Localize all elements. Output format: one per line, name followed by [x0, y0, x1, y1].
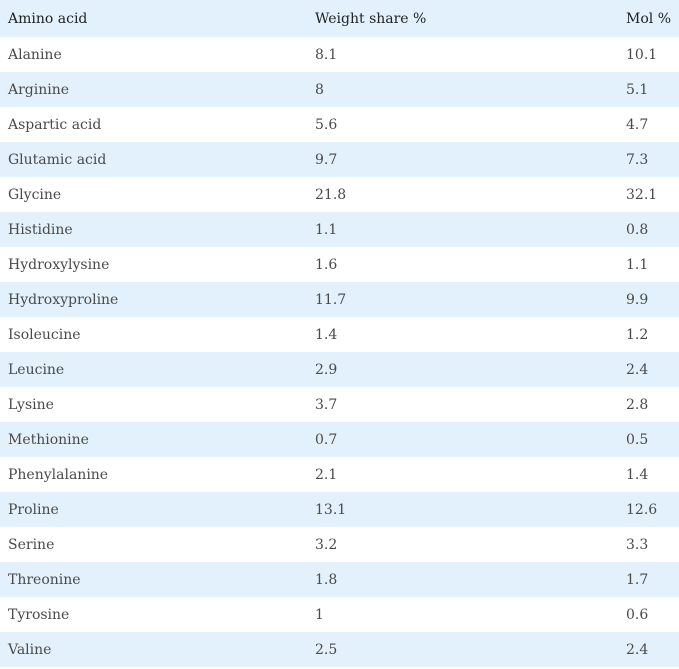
cell-mol-percent: 2.8 — [618, 387, 679, 422]
cell-amino-acid: Phenylalanine — [0, 457, 307, 492]
cell-weight-share: 2.1 — [307, 457, 618, 492]
table-row: Aspartic acid 5.6 4.7 — [0, 107, 679, 142]
cell-mol-percent: 5.1 — [618, 72, 679, 107]
table-row: Tyrosine 1 0.6 — [0, 597, 679, 632]
cell-mol-percent: 1.4 — [618, 457, 679, 492]
cell-mol-percent: 0.6 — [618, 597, 679, 632]
cell-weight-share: 8.1 — [307, 37, 618, 72]
table-row: Glycine 21.8 32.1 — [0, 177, 679, 212]
cell-amino-acid: Arginine — [0, 72, 307, 107]
cell-amino-acid: Lysine — [0, 387, 307, 422]
table-row: Hydroxylysine 1.6 1.1 — [0, 247, 679, 282]
cell-weight-share: 1.4 — [307, 317, 618, 352]
cell-amino-acid: Histidine — [0, 212, 307, 247]
cell-mol-percent: 10.1 — [618, 37, 679, 72]
cell-amino-acid: Tyrosine — [0, 597, 307, 632]
cell-mol-percent: 0.5 — [618, 422, 679, 457]
table-row: Valine 2.5 2.4 — [0, 632, 679, 667]
table-row: Glutamic acid 9.7 7.3 — [0, 142, 679, 177]
table-row: Leucine 2.9 2.4 — [0, 352, 679, 387]
cell-amino-acid: Methionine — [0, 422, 307, 457]
table-row: Methionine 0.7 0.5 — [0, 422, 679, 457]
table-row: Hydroxyproline 11.7 9.9 — [0, 282, 679, 317]
cell-mol-percent: 1.1 — [618, 247, 679, 282]
cell-mol-percent: 1.2 — [618, 317, 679, 352]
cell-weight-share: 1.8 — [307, 562, 618, 597]
cell-mol-percent: 0.8 — [618, 212, 679, 247]
cell-amino-acid: Glutamic acid — [0, 142, 307, 177]
header-row: Amino acid Weight share % Mol % — [0, 0, 679, 37]
cell-amino-acid: Alanine — [0, 37, 307, 72]
cell-weight-share: 2.9 — [307, 352, 618, 387]
cell-mol-percent: 2.4 — [618, 632, 679, 667]
cell-weight-share: 9.7 — [307, 142, 618, 177]
cell-mol-percent: 4.7 — [618, 107, 679, 142]
header-amino-acid: Amino acid — [0, 0, 307, 37]
cell-amino-acid: Hydroxyproline — [0, 282, 307, 317]
cell-weight-share: 2.5 — [307, 632, 618, 667]
table-row: Phenylalanine 2.1 1.4 — [0, 457, 679, 492]
table-row: Alanine 8.1 10.1 — [0, 37, 679, 72]
table-row: Threonine 1.8 1.7 — [0, 562, 679, 597]
cell-amino-acid: Aspartic acid — [0, 107, 307, 142]
cell-weight-share: 1.6 — [307, 247, 618, 282]
cell-amino-acid: Isoleucine — [0, 317, 307, 352]
cell-amino-acid: Hydroxylysine — [0, 247, 307, 282]
header-weight-share: Weight share % — [307, 0, 618, 37]
cell-weight-share: 8 — [307, 72, 618, 107]
cell-weight-share: 3.2 — [307, 527, 618, 562]
cell-mol-percent: 9.9 — [618, 282, 679, 317]
table-row: Isoleucine 1.4 1.2 — [0, 317, 679, 352]
cell-mol-percent: 32.1 — [618, 177, 679, 212]
cell-amino-acid: Threonine — [0, 562, 307, 597]
table-row: Serine 3.2 3.3 — [0, 527, 679, 562]
cell-amino-acid: Leucine — [0, 352, 307, 387]
table-row: Proline 13.1 12.6 — [0, 492, 679, 527]
cell-weight-share: 5.6 — [307, 107, 618, 142]
cell-amino-acid: Serine — [0, 527, 307, 562]
cell-mol-percent: 3.3 — [618, 527, 679, 562]
cell-weight-share: 0.7 — [307, 422, 618, 457]
cell-weight-share: 21.8 — [307, 177, 618, 212]
table-row: Histidine 1.1 0.8 — [0, 212, 679, 247]
cell-mol-percent: 1.7 — [618, 562, 679, 597]
cell-weight-share: 1 — [307, 597, 618, 632]
cell-weight-share: 3.7 — [307, 387, 618, 422]
table-row: Lysine 3.7 2.8 — [0, 387, 679, 422]
cell-amino-acid: Glycine — [0, 177, 307, 212]
header-mol-percent: Mol % — [618, 0, 679, 37]
table-row: Arginine 8 5.1 — [0, 72, 679, 107]
cell-weight-share: 13.1 — [307, 492, 618, 527]
cell-amino-acid: Valine — [0, 632, 307, 667]
cell-weight-share: 11.7 — [307, 282, 618, 317]
cell-mol-percent: 12.6 — [618, 492, 679, 527]
cell-amino-acid: Proline — [0, 492, 307, 527]
cell-mol-percent: 7.3 — [618, 142, 679, 177]
cell-mol-percent: 2.4 — [618, 352, 679, 387]
cell-weight-share: 1.1 — [307, 212, 618, 247]
